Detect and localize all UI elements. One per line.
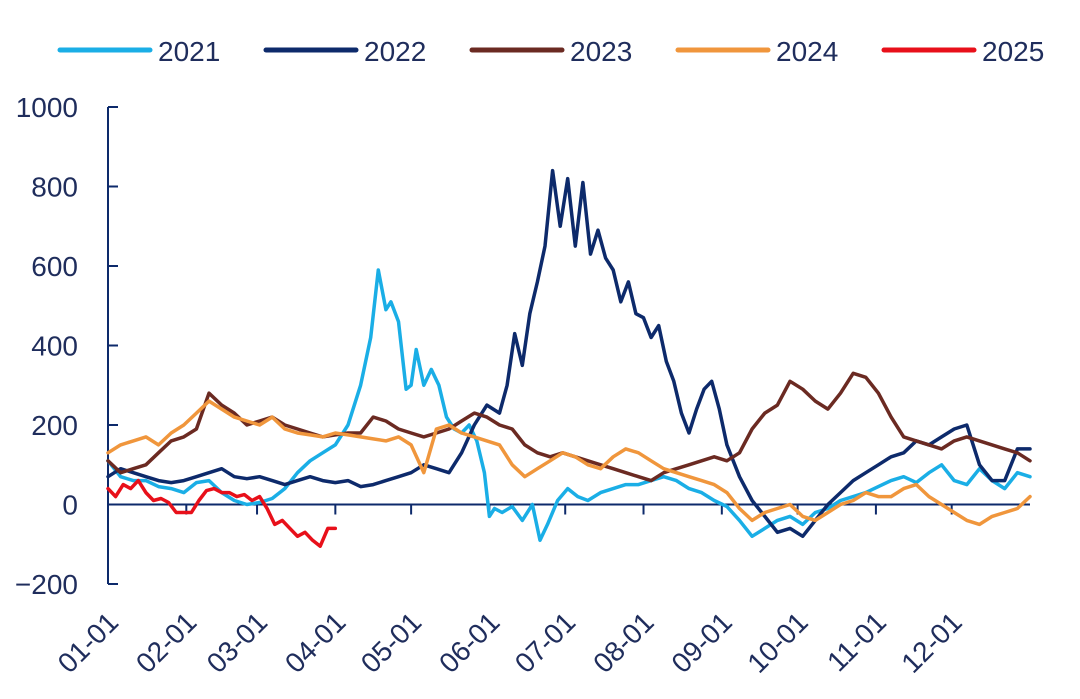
legend-item-2021: 2021 — [57, 36, 220, 67]
legend-label: 2025 — [982, 36, 1044, 67]
series-layer — [106, 168, 1032, 548]
x-tick-label: 08-01 — [587, 606, 660, 679]
legend-label: 2022 — [364, 36, 426, 67]
y-tick-label: 1000 — [16, 92, 78, 123]
x-tick-label: 12-01 — [895, 606, 968, 679]
series-line-2023 — [106, 371, 1032, 483]
y-tick-label: 200 — [31, 410, 78, 441]
x-tick-label: 03-01 — [201, 606, 274, 679]
y-tick-label: 600 — [31, 251, 78, 282]
y-tick-label: 400 — [31, 331, 78, 362]
y-tick-label: −200 — [15, 569, 78, 600]
series-line-2024 — [106, 399, 1032, 527]
x-tick-label: 11-01 — [821, 606, 892, 677]
x-tick-label: 09-01 — [666, 606, 739, 679]
x-tick-label: 04-01 — [279, 606, 352, 679]
series-line-2021 — [106, 268, 1032, 543]
x-tick-label: 07-01 — [509, 606, 582, 679]
x-tick-label: 01-01 — [52, 606, 125, 679]
series-line-2022 — [106, 168, 1032, 539]
x-tick-label: 06-01 — [433, 606, 506, 679]
y-axis: −200 0 200 400 600 800 1000 — [15, 92, 118, 600]
legend-label: 2024 — [776, 36, 838, 67]
x-tick-label: 10-01 — [741, 606, 814, 679]
legend-label: 2023 — [570, 36, 632, 67]
legend-item-2025: 2025 — [881, 36, 1044, 67]
y-tick-label: 0 — [62, 490, 78, 521]
legend: 2021 2022 2023 2024 2025 — [57, 36, 1044, 67]
x-tick-label: 02-01 — [130, 606, 203, 679]
legend-item-2024: 2024 — [675, 36, 838, 67]
legend-item-2023: 2023 — [469, 36, 632, 67]
y-tick-label: 800 — [31, 172, 78, 203]
series-line-2025 — [106, 478, 338, 548]
legend-label: 2021 — [158, 36, 220, 67]
x-tick-label: 05-01 — [355, 606, 428, 679]
legend-item-2022: 2022 — [263, 36, 426, 67]
